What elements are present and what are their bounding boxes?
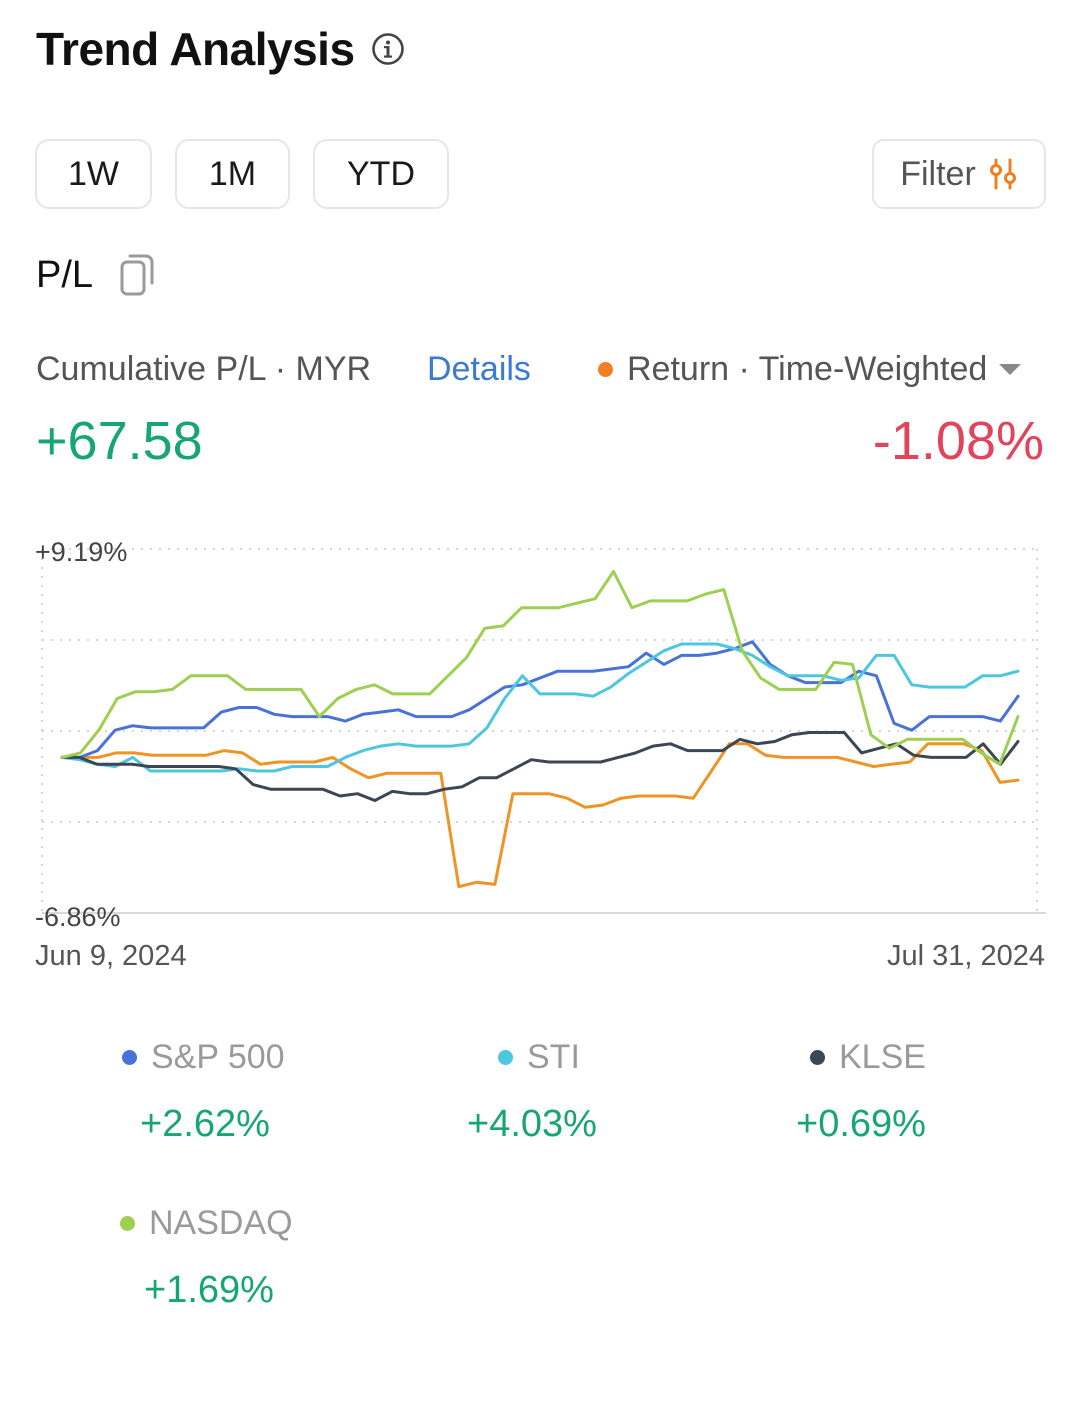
header: Trend Analysis [36, 22, 405, 76]
series-line-return [60, 742, 1020, 889]
legend-dot [120, 1216, 135, 1231]
legend-dot [810, 1050, 825, 1065]
pl-label: P/L [36, 253, 94, 296]
legend-item-klse[interactable]: KLSE +0.69% [796, 1038, 926, 1146]
return-selector[interactable]: Return · Time-Weighted [598, 350, 1022, 389]
legend-value: +4.03% [467, 1103, 597, 1145]
cumulative-pl-label: Cumulative P/L · MYR [36, 350, 372, 388]
sliders-icon [989, 158, 1016, 190]
cumulative-pl-value: +67.58 [36, 411, 203, 471]
chart-grid [41, 548, 1046, 914]
y-min-label: -6.86% [35, 902, 121, 932]
trend-chart: +9.19% -6.86% Jun 9, 2024 Jul 31, 2024 [35, 537, 1046, 972]
legend-value: +2.62% [140, 1103, 270, 1145]
pl-row: P/L [36, 252, 159, 298]
copy-icon[interactable] [119, 252, 159, 298]
caret-down-icon [999, 364, 1022, 375]
legend-item-sti[interactable]: STI +4.03% [467, 1038, 597, 1146]
legend-dot [498, 1050, 513, 1065]
legend-name: KLSE [839, 1038, 926, 1076]
return-dot [598, 362, 613, 377]
details-link[interactable]: Details [427, 350, 531, 388]
range-ytd-button[interactable]: YTD [313, 139, 449, 209]
legend-item-nasdaq[interactable]: NASDAQ +1.69% [120, 1204, 293, 1312]
filter-button[interactable]: Filter [872, 139, 1046, 209]
chart-lines [60, 570, 1020, 889]
return-value: -1.08% [872, 411, 1044, 471]
legend-name: NASDAQ [149, 1204, 293, 1242]
x-end-label: Jul 31, 2024 [887, 940, 1045, 972]
legend-item-sp500[interactable]: S&P 500 +2.62% [122, 1038, 285, 1146]
range-1m-button[interactable]: 1M [175, 139, 290, 209]
series-line-sti [60, 642, 1020, 773]
x-start-label: Jun 9, 2024 [35, 940, 187, 972]
series-line-s-p-500 [60, 640, 1020, 759]
page-title: Trend Analysis [36, 23, 355, 75]
legend-value: +0.69% [796, 1103, 926, 1145]
info-icon[interactable] [371, 32, 405, 66]
range-1w-button[interactable]: 1W [35, 139, 152, 209]
legend-dot [122, 1050, 137, 1065]
filter-label: Filter [900, 154, 976, 193]
legend-name: STI [527, 1038, 580, 1076]
legend-value: +1.69% [144, 1269, 274, 1311]
series-line-klse [60, 731, 1020, 802]
y-max-label: +9.19% [35, 537, 127, 567]
series-line-nasdaq [60, 570, 1020, 766]
legend-name: S&P 500 [151, 1038, 285, 1076]
return-label: Return · Time-Weighted [627, 350, 988, 388]
